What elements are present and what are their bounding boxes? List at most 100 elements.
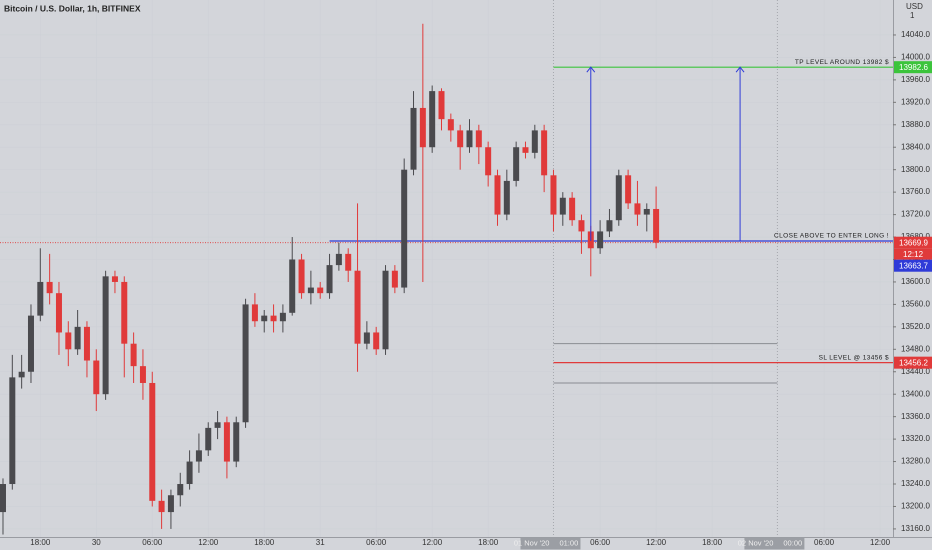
level-label: SL LEVEL @ 13456 $ [819,354,889,361]
candle-body [653,208,660,243]
countdown-box [894,248,932,260]
y-tick-label: 13960.0 [901,75,930,84]
y-tick-label: 13680.0 [901,232,930,241]
highlight-box [744,537,805,550]
candle-body [615,175,622,221]
candle-body [242,304,249,423]
highlight-box [520,537,581,550]
candle-body [18,371,25,378]
candle-body [270,315,277,322]
candle-body [307,287,314,294]
candle-body [475,130,482,148]
candle-body [354,270,361,344]
price-label-box [894,356,932,369]
grid [552,0,778,537]
candle-body [541,130,548,176]
highlight-time: 01:00 [559,538,578,547]
candle-body [0,484,6,513]
y-tick-label: 13560.0 [901,300,930,309]
candle-body [121,281,128,344]
x-tick-label: 18:00 [702,538,723,547]
candle-body [597,231,604,249]
x-tick-label: 18:00 [254,538,275,547]
candle-body [531,130,538,153]
candle-body [289,259,296,313]
y-tick-label: 13920.0 [901,97,930,106]
candle-body [177,484,184,496]
x-tick-label: 18:00 [30,538,51,547]
candle-body [503,180,510,215]
price-label-box [894,259,932,272]
candle-body [83,326,90,361]
y-tick-label: 13760.0 [901,187,930,196]
candle-body [279,312,286,322]
candle-body [559,197,566,215]
candle-body [485,147,492,176]
y-tick-label: 13160.0 [901,524,930,533]
candle-body [438,91,445,120]
y-tick-label: 13200.0 [901,502,930,511]
candle-body [158,500,165,513]
x-tick-label: 12:00 [646,538,667,547]
price-label: 13669.9 [899,238,928,247]
candle-body [606,220,613,232]
candle-body [214,422,221,428]
candle-body [251,304,258,322]
candle-body [335,253,342,266]
countdown: 12:12 [903,250,924,259]
candle-body [102,276,109,395]
candle-body [93,360,100,395]
candle-body [494,175,501,215]
candle-body [550,175,557,215]
y-tick-label: 13400.0 [901,389,930,398]
candle-body [130,343,137,367]
x-tick-label: 06:00 [590,538,611,547]
candle-body [65,332,72,350]
y-tick-label: 13800.0 [901,165,930,174]
candle-body [625,175,632,204]
candle-body [149,382,156,501]
candle-body [139,366,146,383]
x-tick-label: 06:00 [814,538,835,547]
candle-body [410,107,417,170]
price-label-box [894,236,932,249]
candle-body [373,332,380,350]
y-tick-label: 13720.0 [901,210,930,219]
x-tick-label: 12:00 [422,538,443,547]
candle-body [205,427,212,451]
candle-body [634,203,641,215]
candle-body [46,281,53,294]
candle-body [643,208,650,215]
candle-body [522,147,529,153]
candle-body [298,259,305,294]
candle-body [391,270,398,288]
y-tick-label: 13280.0 [901,457,930,466]
highlight-date: 01 Nov '20 [514,538,550,547]
candle-body [326,265,333,294]
candle-body [578,220,585,232]
candle-body [167,495,174,513]
y-tick-label: 13440.0 [901,367,930,376]
level-label: CLOSE ABOVE TO ENTER LONG ! [774,233,889,240]
y-tick-label: 14040.0 [901,30,930,39]
y-tick-label: 13480.0 [901,344,930,353]
y-tick-label: 13840.0 [901,142,930,151]
price-label: 13982.6 [899,63,928,72]
arrow-head [735,66,745,73]
candle-body [9,377,16,485]
candle-body [233,422,240,462]
y-tick-label: 13880.0 [901,120,930,129]
candle-body [382,270,389,350]
highlight-date: 02 Nov '20 [738,538,774,547]
x-tick-label: 12:00 [198,538,219,547]
candle-body [223,422,230,462]
candle-body [447,119,454,131]
scale-mark: 1 [910,11,915,20]
chart-title: Bitcoin / U.S. Dollar, 1h, BITFINEX [4,3,141,13]
candle-body [513,147,520,181]
candle-body [457,130,464,148]
overlays [0,66,893,384]
arrow-head [586,66,596,73]
candle-body [419,107,426,148]
